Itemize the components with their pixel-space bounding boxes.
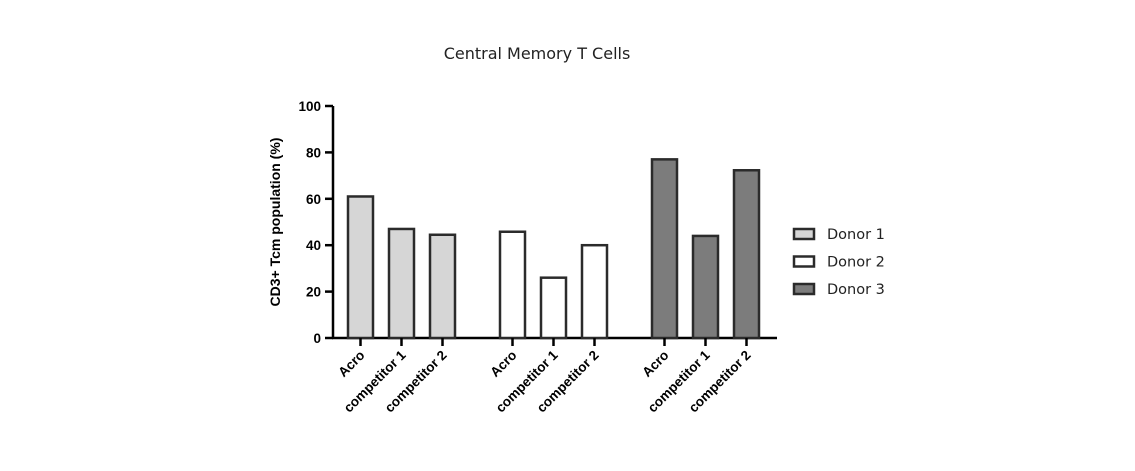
y-tick-label: 60 <box>306 192 321 207</box>
bar <box>387 227 416 340</box>
legend-label: Donor 2 <box>827 255 885 271</box>
legend-label: Donor 1 <box>827 227 885 243</box>
bar <box>539 276 568 340</box>
y-tick-label: 40 <box>306 238 321 253</box>
x-tick-label: Acro <box>487 348 519 380</box>
legend-label: Donor 3 <box>827 282 885 298</box>
chart-title: Central Memory T Cells <box>444 44 631 63</box>
legend-swatch <box>792 255 816 268</box>
legend-swatch <box>792 282 816 296</box>
bar <box>650 158 679 340</box>
y-tick-label: 0 <box>313 331 321 346</box>
y-tick-label: 20 <box>306 285 321 300</box>
y-axis-label: CD3+ Tcm population (%) <box>267 138 283 307</box>
bar <box>580 243 609 340</box>
x-tick-label: Acro <box>639 348 671 380</box>
legend-swatch <box>792 227 816 241</box>
bar <box>498 230 527 340</box>
bar <box>691 234 720 340</box>
y-tick-label: 100 <box>298 99 321 114</box>
bar <box>346 195 375 340</box>
x-tick-label: Acro <box>335 348 367 380</box>
y-tick-label: 80 <box>306 145 321 160</box>
bar <box>732 169 761 340</box>
bar <box>428 233 457 340</box>
